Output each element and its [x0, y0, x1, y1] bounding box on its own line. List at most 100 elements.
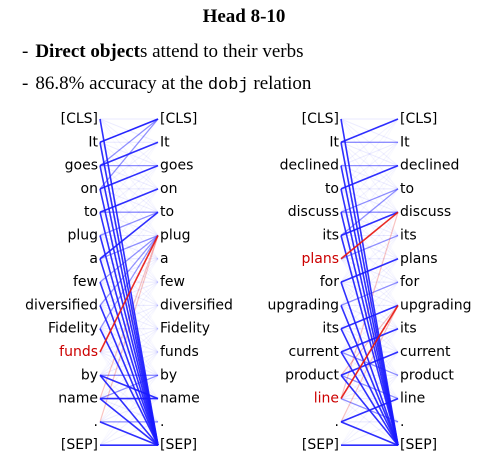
attention-line-faint: [99, 141, 159, 190]
left-token: product: [285, 367, 339, 383]
attention-line-medium: [340, 234, 399, 260]
left-token: to: [84, 204, 98, 220]
right-token: [CLS]: [400, 111, 437, 127]
right-token: .: [400, 414, 404, 430]
attention-line-faint: [99, 165, 159, 213]
left-token: its: [322, 321, 339, 337]
left-token: diversified: [25, 297, 98, 313]
left-token: .: [335, 414, 339, 430]
attention-line-faint: [340, 235, 399, 283]
bullet-dash: -: [22, 73, 29, 94]
right-token: few: [160, 274, 185, 290]
attention-line-strong: [99, 188, 159, 446]
attention-line-strong: [99, 281, 159, 446]
bullet-direct-objects: - Direct objects attend to their verbs: [22, 41, 304, 63]
right-token: current: [400, 344, 451, 360]
attention-line-strong: [340, 305, 399, 446]
attention-line-strong: [99, 258, 159, 446]
attention-line-strong: [99, 305, 159, 446]
attention-line-strong: [340, 258, 399, 283]
attention-line-strong: [340, 327, 399, 353]
right-token: funds: [160, 344, 199, 360]
left-token: line: [314, 391, 339, 407]
left-token: on: [81, 181, 98, 197]
attention-line-faint: [340, 141, 399, 190]
left-token: funds: [59, 344, 98, 360]
attention-line-strong: [99, 235, 159, 446]
attention-line-faint: [99, 235, 159, 283]
attention-line-medium: [99, 118, 159, 167]
attention-line-strong: [340, 421, 399, 446]
bullet-dash: -: [22, 41, 29, 62]
attention-line-strong: [340, 164, 399, 190]
right-token: a: [160, 251, 169, 267]
right-token: It: [160, 134, 170, 150]
right-token: plans: [400, 251, 438, 267]
right-token: by: [160, 367, 177, 383]
attention-line-faint: [340, 141, 399, 167]
attention-line-faint: [99, 188, 159, 236]
attention-line-faint: [340, 165, 399, 213]
left-token: current: [288, 344, 339, 360]
attention-line-faint: [99, 235, 159, 260]
right-token: its: [400, 228, 417, 244]
right-token: diversified: [160, 297, 233, 313]
attention-line-faint: [340, 188, 399, 236]
right-token: plug: [160, 228, 191, 244]
right-token: for: [400, 274, 419, 290]
bullet-bold-text: Direct object: [35, 41, 140, 62]
attention-line-strong: [340, 351, 399, 377]
bullet-relation-code: dobj: [207, 76, 249, 95]
attention-line-faint: [340, 398, 399, 446]
left-token: [SEP]: [61, 437, 98, 453]
attention-line-strong: [99, 164, 159, 190]
left-token: for: [320, 274, 339, 290]
attention-line-faint: [99, 235, 159, 306]
attention-line-faint: [340, 118, 399, 166]
attention-line-faint: [340, 235, 399, 260]
attention-line-strong: [99, 118, 159, 144]
left-token: [CLS]: [302, 111, 339, 127]
right-token: declined: [400, 158, 459, 174]
attention-line-faint: [340, 235, 399, 283]
right-token: to: [400, 181, 414, 197]
left-token: by: [81, 367, 98, 383]
attention-line-faint: [340, 141, 399, 190]
attention-line-strong: [340, 211, 399, 237]
right-token: [CLS]: [160, 111, 197, 127]
attention-line-strong: [340, 165, 399, 446]
attention-line-faint: [99, 211, 159, 283]
attention-line-medium: [99, 235, 159, 306]
left-token: plug: [67, 228, 98, 244]
left-token: .: [94, 414, 98, 430]
attention-line-strong: [99, 421, 159, 446]
right-token: It: [400, 134, 410, 150]
right-token: its: [400, 321, 417, 337]
right-token: goes: [160, 158, 193, 174]
attention-line-highlight: [340, 304, 399, 400]
left-token: [SEP]: [302, 437, 339, 453]
attention-line-faint: [99, 235, 159, 283]
left-token: discuss: [288, 204, 339, 220]
attention-line-strong: [99, 211, 159, 260]
attention-line-strong: [99, 188, 159, 213]
left-token: its: [322, 228, 339, 244]
bullet-text: s attend to their verbs: [139, 41, 304, 62]
attention-line-highlight: [99, 235, 159, 353]
attention-line-faint: [99, 188, 159, 260]
left-token: It: [88, 134, 98, 150]
attention-line-faint: [99, 188, 159, 260]
left-token: name: [58, 391, 98, 407]
attention-line-faint: [99, 235, 159, 306]
attention-line-faint: [99, 118, 159, 166]
right-token: product: [400, 367, 454, 383]
left-token: [CLS]: [61, 111, 98, 127]
attention-line-medium: [99, 234, 159, 283]
attention-line-strong: [340, 304, 399, 330]
attention-line-strong: [99, 374, 159, 400]
attention-panel-right: [CLS] It declined to discuss its plans for upgra…: [267, 111, 471, 453]
attention-line-strong: [340, 397, 399, 423]
attention-line-faint: [99, 258, 159, 283]
attention-line-strong: [340, 118, 399, 144]
right-token: Fidelity: [160, 321, 210, 337]
